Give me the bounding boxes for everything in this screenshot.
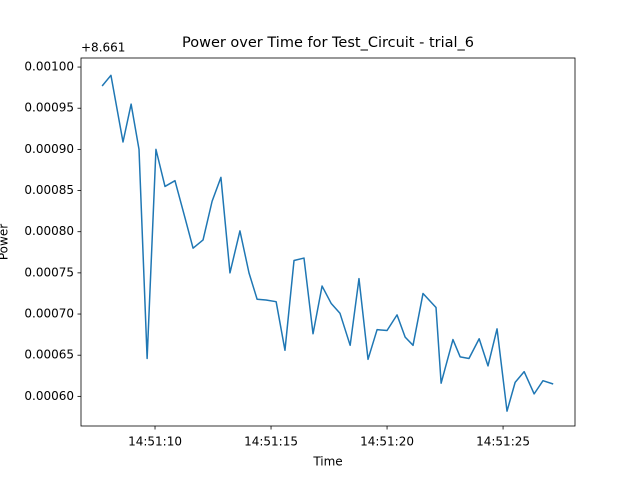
y-tick-label: 0.00085 bbox=[24, 183, 74, 197]
y-tick-label: 0.00090 bbox=[24, 142, 74, 156]
x-tick-label: 14:51:15 bbox=[244, 435, 298, 449]
plot-frame bbox=[80, 57, 576, 427]
chart-title: Power over Time for Test_Circuit - trial… bbox=[182, 35, 474, 51]
y-tick-label: 0.00095 bbox=[24, 101, 74, 115]
x-axis-label: Time bbox=[312, 455, 342, 469]
y-offset-text: +8.661 bbox=[81, 41, 125, 55]
y-tick-label: 0.00065 bbox=[24, 348, 74, 362]
x-tick-label: 14:51:10 bbox=[128, 435, 182, 449]
y-tick-label: 0.00070 bbox=[24, 307, 74, 321]
y-tick-label: 0.00060 bbox=[24, 389, 74, 403]
x-tick-label: 14:51:20 bbox=[360, 435, 414, 449]
y-tick-label: 0.00100 bbox=[24, 60, 74, 74]
y-tick-label: 0.00075 bbox=[24, 265, 74, 279]
y-tick-label: 0.00080 bbox=[24, 224, 74, 238]
line-series bbox=[101, 74, 554, 412]
x-tick-label: 14:51:25 bbox=[476, 435, 530, 449]
y-axis-label: Power bbox=[0, 224, 11, 260]
